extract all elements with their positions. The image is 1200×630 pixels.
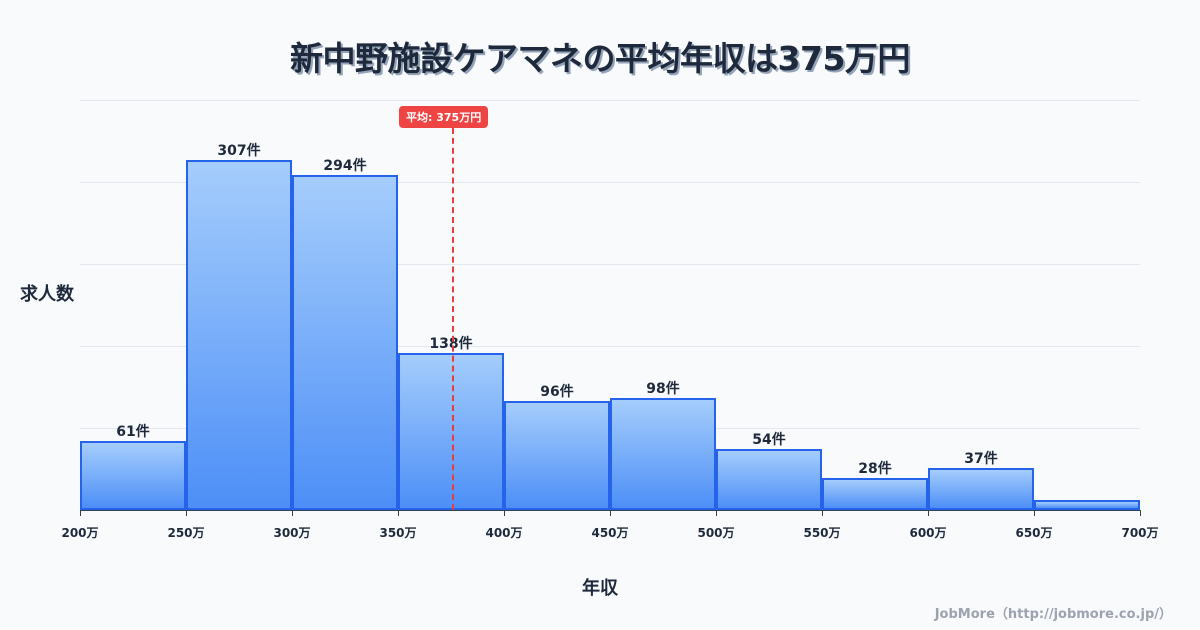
histogram-bar [398, 352, 504, 510]
bar-value-label: 37件 [964, 450, 998, 467]
x-tick [822, 510, 823, 516]
x-tick [610, 510, 611, 516]
x-tick-label: 250万 [167, 526, 205, 540]
gridline [80, 182, 1140, 183]
x-tick [186, 510, 187, 516]
credit-text: JobMore（http://jobmore.co.jp/） [934, 607, 1172, 622]
x-tick-label: 200万 [61, 526, 99, 540]
x-tick-label: 350万 [379, 526, 417, 540]
bar-value-label: 138件 [429, 335, 473, 352]
x-tick-label: 300万 [273, 526, 311, 540]
x-tick [504, 510, 505, 516]
x-tick-label: 400万 [485, 526, 523, 540]
histogram-bar [610, 398, 716, 510]
x-tick [1140, 510, 1141, 516]
bar-value-label: 307件 [217, 143, 261, 160]
mean-line [452, 128, 454, 510]
gridline [80, 264, 1140, 265]
bar-value-label: 61件 [116, 423, 150, 440]
bar-value-label: 28件 [858, 461, 892, 478]
x-tick [928, 510, 929, 516]
chart-title: 新中野施設ケアマネの平均年収は375万円 [290, 39, 910, 78]
x-tick-label: 700万 [1121, 526, 1159, 540]
histogram-bar [928, 467, 1034, 510]
x-tick-label: 550万 [803, 526, 841, 540]
x-axis-label: 年収 [582, 578, 618, 599]
bar-value-label: 98件 [646, 381, 680, 398]
histogram-bar [186, 160, 292, 510]
x-tick-label: 600万 [909, 526, 947, 540]
mean-badge: 平均: 375万円 [399, 106, 489, 128]
y-axis-label: 求人数 [20, 284, 74, 305]
x-tick [292, 510, 293, 516]
x-tick-label: 500万 [697, 526, 735, 540]
x-tick [1034, 510, 1035, 516]
bar-value-label: 96件 [540, 383, 574, 400]
histogram-bar [504, 400, 610, 510]
histogram-bar [292, 175, 398, 510]
histogram-bar [822, 478, 928, 510]
histogram-bar [80, 440, 186, 510]
x-tick [80, 510, 81, 516]
gridline [80, 346, 1140, 347]
x-tick [398, 510, 399, 516]
x-tick [716, 510, 717, 516]
histogram-bar [716, 448, 822, 510]
bar-value-label: 54件 [752, 431, 786, 448]
gridline [80, 100, 1140, 101]
plot-area: 61件 307件 294件 138件 96件 98件 54件 28件 37件 [80, 100, 1140, 510]
bar-value-label: 294件 [323, 158, 367, 175]
x-tick-label: 450万 [591, 526, 629, 540]
histogram-bar [1034, 499, 1140, 510]
x-tick-label: 650万 [1015, 526, 1053, 540]
